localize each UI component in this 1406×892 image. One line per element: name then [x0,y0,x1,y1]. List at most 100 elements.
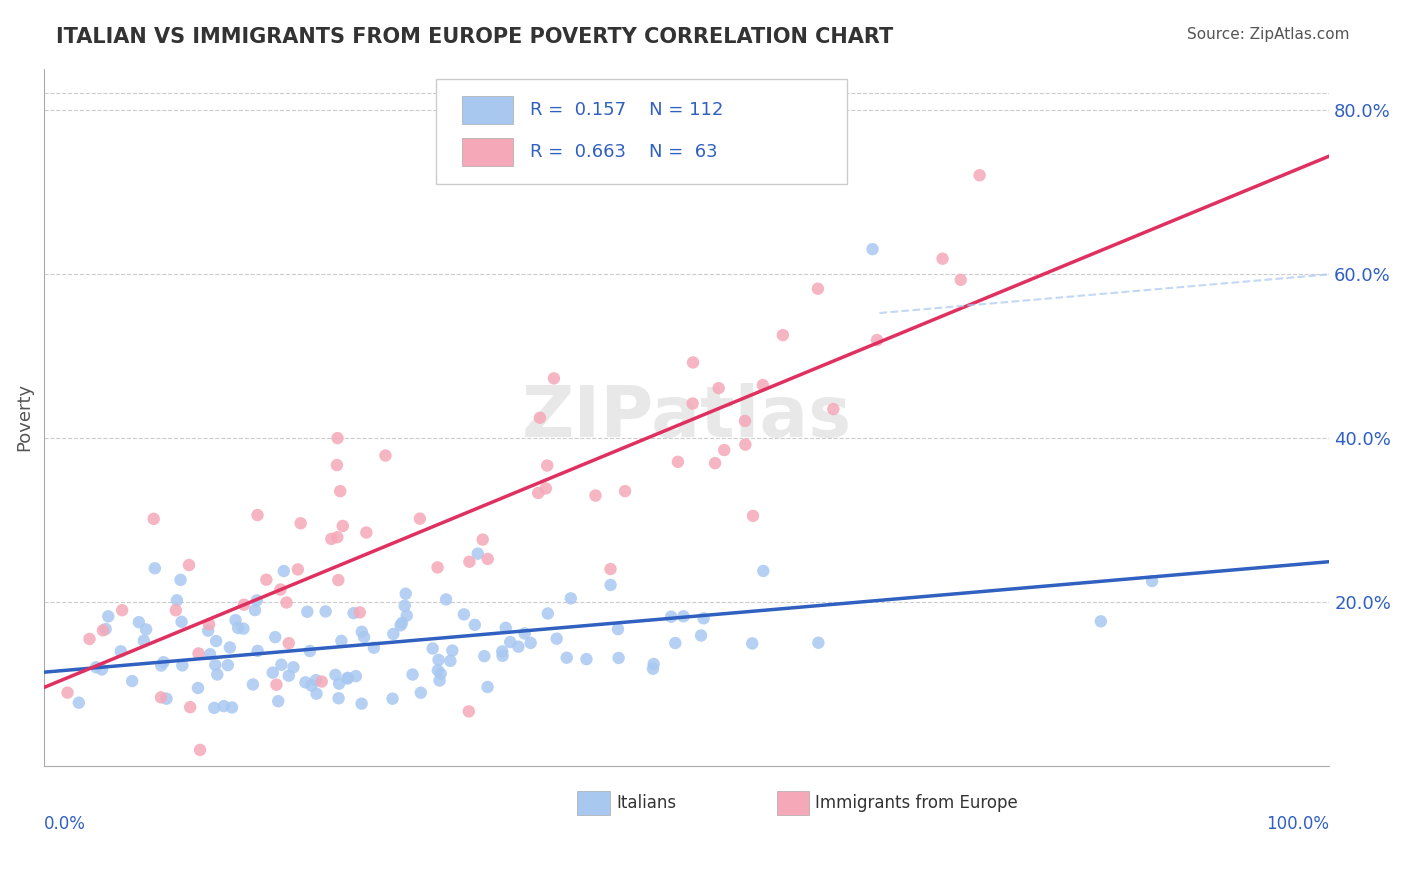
Italians [434,592,457,607]
Italians [242,677,264,691]
Immigrants from Europe [332,519,354,533]
Italians [453,607,475,622]
Italians [560,591,582,606]
Italians [297,605,319,619]
Immigrants from Europe [682,355,704,369]
Italians [246,593,269,607]
Italians [330,633,353,648]
Bar [461,138,513,166]
Immigrants from Europe [807,282,830,296]
Immigrants from Europe [187,647,209,661]
Italians [207,667,229,681]
Immigrants from Europe [311,674,333,689]
Immigrants from Europe [713,443,735,458]
Italians [315,604,337,618]
FancyBboxPatch shape [436,79,848,184]
Immigrants from Europe [374,449,396,463]
Text: ZIPatlas: ZIPatlas [522,383,852,452]
Italians [243,603,266,617]
Italians [862,242,884,256]
Immigrants from Europe [142,512,165,526]
Immigrants from Europe [321,532,343,546]
Italians [477,680,499,694]
Immigrants from Europe [111,603,134,617]
Italians [422,641,444,656]
Text: Italians: Italians [616,794,676,812]
Italians [575,652,598,666]
Y-axis label: Poverty: Poverty [15,384,32,451]
Immigrants from Europe [326,431,349,445]
Italians [659,609,682,624]
Immigrants from Europe [931,252,953,266]
Immigrants from Europe [471,533,494,547]
Immigrants from Europe [277,636,299,650]
Italians [121,674,143,689]
Italians [264,630,287,644]
Italians [409,686,432,700]
Italians [336,671,359,685]
Immigrants from Europe [614,484,637,499]
Immigrants from Europe [742,508,765,523]
Immigrants from Europe [276,595,298,609]
Immigrants from Europe [704,456,727,470]
Text: 0.0%: 0.0% [44,815,86,833]
Text: R =  0.663    N =  63: R = 0.663 N = 63 [530,144,717,161]
Immigrants from Europe [356,525,378,540]
Immigrants from Europe [56,685,79,699]
Immigrants from Europe [969,168,991,182]
Italians [555,650,578,665]
Italians [391,615,413,630]
Immigrants from Europe [529,410,551,425]
Italians [204,658,226,673]
Italians [472,649,495,664]
Italians [499,635,522,649]
Text: Source: ZipAtlas.com: Source: ZipAtlas.com [1187,27,1350,42]
Italians [152,655,174,669]
Italians [513,626,536,640]
Immigrants from Europe [177,558,200,572]
Immigrants from Europe [734,437,756,451]
Italians [166,593,188,607]
Immigrants from Europe [79,632,101,646]
Immigrants from Europe [149,690,172,705]
Italians [150,658,173,673]
Italians [170,615,193,629]
Immigrants from Europe [328,573,350,587]
Italians [84,660,107,674]
Italians [807,636,830,650]
Italians [198,647,221,661]
Italians [395,608,418,623]
Italians [495,621,517,635]
Immigrants from Europe [866,333,889,347]
Italians [225,613,247,627]
Immigrants from Europe [599,562,621,576]
Immigrants from Europe [823,402,845,417]
Italians [546,632,568,646]
Italians [692,611,714,625]
Italians [94,622,117,636]
Immigrants from Europe [198,617,221,632]
Immigrants from Europe [534,482,557,496]
Italians [464,617,486,632]
Italians [344,669,367,683]
Immigrants from Europe [349,606,371,620]
Immigrants from Europe [254,573,277,587]
Immigrants from Europe [585,489,607,503]
Italians [305,673,328,688]
Immigrants from Europe [165,603,187,617]
Italians [429,666,451,681]
Italians [298,644,321,658]
Italians [325,668,347,682]
Italians [187,681,209,695]
Bar [776,790,808,815]
Italians [283,660,305,674]
Italians [221,700,243,714]
Immigrants from Europe [457,705,479,719]
Italians [328,676,350,690]
Italians [135,623,157,637]
Italians [350,624,373,639]
Text: R =  0.157    N = 112: R = 0.157 N = 112 [530,102,723,120]
Italians [202,701,225,715]
Immigrants from Europe [426,560,449,574]
Italians [491,644,513,658]
